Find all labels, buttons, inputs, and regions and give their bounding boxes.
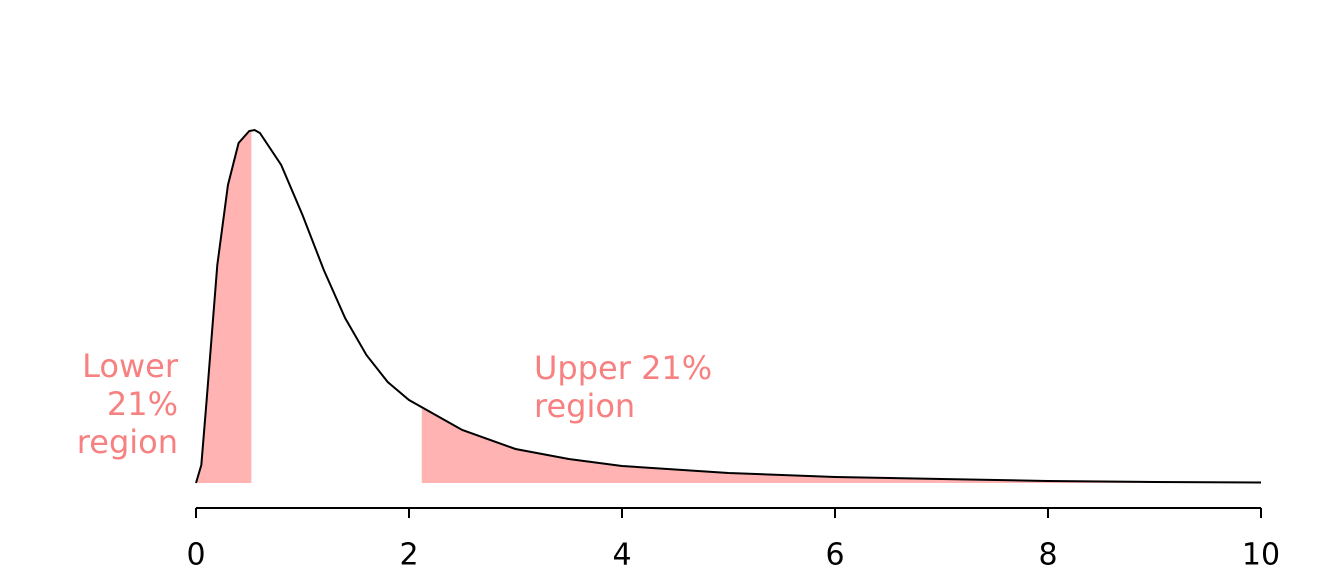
region-label: Upper 21% [534,349,712,387]
region-label: region [534,387,635,425]
x-tick-label: 8 [1038,538,1057,573]
shaded-region [421,407,1261,483]
shaded-region [196,130,252,483]
x-tick-label: 10 [1242,538,1280,573]
x-tick-label: 4 [612,538,631,573]
density-curve [195,128,1262,484]
x-tick-label: 2 [399,538,418,573]
region-label: 21% [107,385,178,423]
region-label: region [77,423,178,461]
region-label: Lower [82,347,179,385]
x-tick-label: 6 [825,538,844,573]
x-tick-label: 0 [186,538,205,573]
